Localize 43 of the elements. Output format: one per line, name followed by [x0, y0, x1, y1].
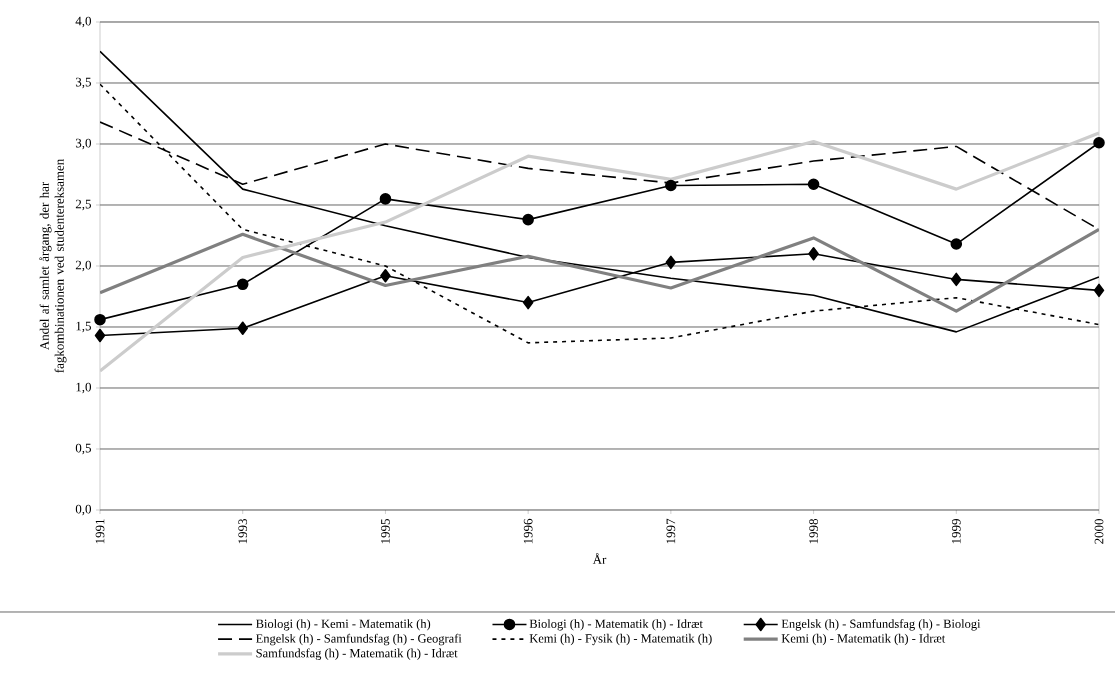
x-axis-title: År	[592, 553, 607, 564]
legend-label: Biologi (h) - Kemi - Matematik (h)	[256, 619, 431, 631]
point	[236, 278, 249, 291]
legend-label: Kemi (h) - Fysik (h) - Matematik (h)	[529, 633, 712, 646]
y-tick-label: 1,5	[76, 321, 91, 333]
x-tick-label: 1999	[951, 519, 961, 544]
legend-label: Kemi (h) - Matematik (h) - Idræt	[781, 633, 946, 646]
point	[94, 328, 106, 343]
legend-label: Engelsk (h) - Samfundsfag (h) - Geografi	[256, 633, 462, 646]
point	[665, 255, 677, 270]
point	[379, 193, 392, 205]
x-tick-label: 1997	[666, 518, 676, 544]
legend-label: Engelsk (h) - Samfundsfag (h) - Biologi	[781, 619, 981, 631]
x-tick-label: 2000	[1094, 518, 1104, 544]
x-tick-label: 1996	[523, 518, 533, 544]
y-tick-label: 2,0	[75, 260, 92, 272]
x-tick-label: 1993	[238, 519, 248, 544]
point	[1093, 136, 1105, 149]
point	[522, 213, 534, 226]
point	[808, 247, 819, 261]
legend-label: Biologi (h) - Matematik (h) - Idræt	[529, 619, 703, 631]
y-tick-label: 3,0	[75, 138, 92, 150]
point	[951, 272, 962, 287]
point	[380, 268, 391, 283]
y-tick-label: 4,0	[75, 16, 92, 28]
point	[237, 321, 249, 335]
y-tick-label: 1,0	[76, 382, 92, 394]
line-series	[100, 131, 1100, 373]
point	[522, 295, 534, 310]
point	[665, 179, 677, 192]
point	[94, 313, 106, 326]
point	[807, 178, 820, 191]
y-tick-label: 2,5	[75, 199, 91, 211]
point	[950, 238, 963, 250]
y-axis-title: Andel af samlet årgang, der har fagkombinationen ved studentereksamen	[39, 158, 67, 373]
x-tick-label: 1998	[809, 518, 818, 544]
y-tick-label: 3,5	[75, 77, 91, 89]
x-tick-label: 1991	[95, 519, 105, 544]
legend-label: Samfundsfag (h) - Matematik (h) - Idræt	[256, 648, 458, 660]
y-tick-label: 0,0	[75, 504, 92, 516]
point	[1093, 283, 1105, 298]
y-tick-label: 0,5	[75, 443, 91, 455]
x-tick-label: 1995	[381, 519, 390, 544]
